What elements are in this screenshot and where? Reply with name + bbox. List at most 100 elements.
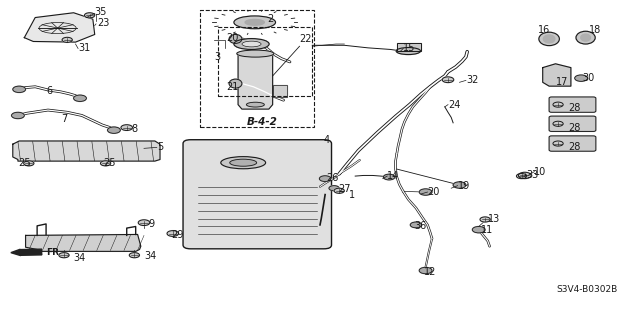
Circle shape [84, 13, 95, 18]
Text: 12: 12 [424, 267, 436, 277]
Ellipse shape [396, 48, 420, 55]
Text: 34: 34 [144, 251, 156, 261]
Bar [200, 10, 314, 127]
Text: 36: 36 [415, 221, 427, 231]
Ellipse shape [221, 157, 266, 169]
Polygon shape [543, 64, 571, 86]
Text: 6: 6 [46, 86, 52, 96]
Ellipse shape [581, 34, 591, 41]
Circle shape [553, 121, 563, 126]
Text: 19: 19 [458, 181, 470, 191]
Ellipse shape [230, 159, 257, 166]
Text: 21: 21 [227, 82, 239, 92]
Circle shape [480, 217, 490, 222]
Circle shape [121, 125, 132, 130]
Polygon shape [13, 141, 160, 161]
FancyBboxPatch shape [183, 140, 332, 249]
Circle shape [410, 222, 422, 228]
Bar [273, 85, 287, 97]
Circle shape [419, 267, 432, 274]
Circle shape [62, 37, 72, 42]
Circle shape [59, 253, 69, 258]
Text: 22: 22 [300, 34, 312, 44]
Text: 3: 3 [214, 52, 221, 63]
Circle shape [167, 231, 179, 236]
Text: B-4-2: B-4-2 [247, 117, 278, 127]
Circle shape [453, 182, 466, 188]
Ellipse shape [242, 41, 261, 47]
Text: 20: 20 [428, 187, 440, 197]
FancyBboxPatch shape [549, 136, 596, 151]
Ellipse shape [245, 19, 264, 25]
Circle shape [472, 226, 485, 233]
Circle shape [319, 176, 331, 182]
Text: S3V4-B0302B: S3V4-B0302B [557, 285, 618, 294]
Text: 16: 16 [538, 25, 550, 35]
Circle shape [553, 102, 563, 107]
Text: 28: 28 [568, 123, 580, 133]
Ellipse shape [237, 50, 274, 57]
Text: 28: 28 [568, 142, 580, 152]
Text: 2: 2 [268, 13, 274, 24]
Circle shape [516, 174, 527, 179]
Text: 30: 30 [582, 73, 595, 83]
Text: 5: 5 [157, 142, 163, 152]
Text: 33: 33 [526, 170, 538, 180]
Text: 8: 8 [131, 124, 138, 134]
Circle shape [329, 186, 339, 191]
Bar [273, 85, 287, 97]
Ellipse shape [234, 39, 269, 49]
Ellipse shape [543, 35, 555, 43]
Text: FR.: FR. [46, 248, 63, 256]
Bar [397, 43, 421, 51]
Text: 29: 29 [172, 230, 184, 241]
Ellipse shape [229, 79, 242, 88]
Circle shape [553, 141, 563, 146]
Text: 17: 17 [556, 77, 568, 87]
Text: 25: 25 [104, 158, 116, 168]
FancyBboxPatch shape [549, 97, 596, 112]
Ellipse shape [576, 31, 595, 44]
Text: 25: 25 [18, 158, 31, 168]
Text: 7: 7 [61, 114, 67, 124]
Text: 27: 27 [338, 184, 351, 194]
Text: 9: 9 [148, 219, 155, 229]
Circle shape [518, 172, 531, 179]
Polygon shape [26, 234, 141, 251]
FancyArrow shape [11, 249, 42, 256]
Ellipse shape [234, 16, 276, 29]
Text: 23: 23 [97, 18, 109, 28]
Text: 11: 11 [481, 225, 493, 235]
Text: 20: 20 [227, 33, 239, 43]
Polygon shape [238, 54, 273, 109]
Text: 24: 24 [448, 100, 460, 110]
Circle shape [334, 188, 344, 193]
Ellipse shape [246, 102, 264, 107]
Text: 31: 31 [78, 43, 90, 54]
Circle shape [419, 189, 432, 195]
Circle shape [575, 75, 588, 81]
Text: 14: 14 [387, 171, 399, 181]
Text: 28: 28 [568, 103, 580, 113]
FancyBboxPatch shape [549, 116, 596, 131]
Circle shape [24, 161, 34, 166]
Ellipse shape [229, 34, 242, 43]
Text: 26: 26 [326, 173, 339, 183]
Text: 18: 18 [589, 25, 601, 35]
Circle shape [138, 220, 150, 226]
Circle shape [12, 112, 24, 119]
Bar [397, 43, 421, 51]
Circle shape [129, 253, 140, 258]
Text: 15: 15 [403, 43, 415, 54]
Text: 1: 1 [349, 190, 355, 200]
Circle shape [108, 127, 120, 133]
Text: 10: 10 [534, 167, 547, 177]
Text: 34: 34 [74, 253, 86, 263]
Circle shape [442, 77, 454, 83]
Text: 13: 13 [488, 214, 500, 225]
Bar [218, 27, 312, 96]
Text: 4: 4 [323, 135, 330, 145]
Circle shape [74, 95, 86, 101]
Ellipse shape [539, 32, 559, 46]
Polygon shape [24, 13, 95, 42]
